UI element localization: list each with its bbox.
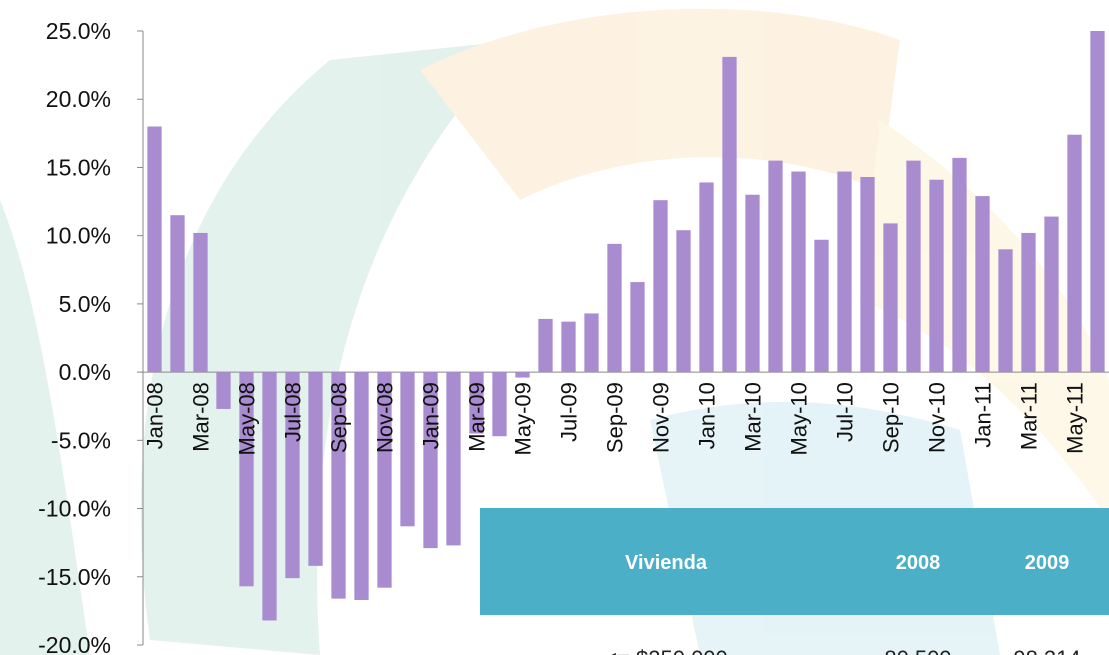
bar <box>308 372 322 566</box>
bar <box>814 240 828 372</box>
x-tick-label: Jan-08 <box>143 382 168 449</box>
bar <box>1021 233 1035 372</box>
y-tick-label: 5.0% <box>59 291 111 317</box>
bar <box>883 223 897 372</box>
bar <box>147 127 161 373</box>
x-tick-label: Mar-10 <box>741 382 766 452</box>
y-tick-label: 25.0% <box>46 18 111 44</box>
table-header-cell: 2009 <box>1025 552 1070 574</box>
table-header-cell: Vivienda <box>625 552 708 574</box>
bar <box>1044 217 1058 373</box>
y-tick-label: -5.0% <box>51 427 111 453</box>
bar <box>584 313 598 372</box>
y-tick-label: 0.0% <box>59 359 111 385</box>
bar <box>538 319 552 372</box>
page: {"chart_data": {"type": "bar", "categori… <box>0 0 1109 655</box>
x-tick-label: Mar-09 <box>465 382 490 452</box>
x-tick-label: Sep-10 <box>879 382 904 453</box>
x-tick-label: Jan-09 <box>419 382 444 449</box>
x-tick-label: Sep-08 <box>327 382 352 453</box>
bar <box>170 215 184 372</box>
x-tick-label: May-11 <box>1063 382 1088 454</box>
bar <box>400 372 414 526</box>
bar <box>630 282 644 372</box>
table-cell: <= $250,000 <box>604 646 728 655</box>
bar <box>745 195 759 372</box>
x-tick-label: Sep-09 <box>603 382 628 453</box>
bar <box>193 233 207 372</box>
table-cell: 80,509 <box>884 646 951 655</box>
x-tick-label: Nov-09 <box>649 382 674 453</box>
table-header <box>480 508 1109 615</box>
bar <box>791 172 805 373</box>
y-tick-label: 10.0% <box>46 223 111 249</box>
bar <box>676 230 690 372</box>
x-tick-label: Mar-08 <box>189 382 214 452</box>
y-tick-label: -15.0% <box>38 564 111 590</box>
bar <box>837 172 851 373</box>
table-cell: 98,214 <box>1013 646 1080 655</box>
bar <box>492 372 506 436</box>
bar <box>906 161 920 372</box>
bar <box>446 372 460 545</box>
x-tick-label: May-09 <box>511 382 536 455</box>
x-tick-label: Jan-11 <box>971 382 996 448</box>
x-tick-label: Mar-11 <box>1017 382 1042 450</box>
bar <box>975 196 989 372</box>
bar <box>952 158 966 372</box>
bar <box>561 322 575 372</box>
bar <box>607 244 621 372</box>
bar <box>262 372 276 620</box>
bar <box>860 177 874 372</box>
bar <box>699 182 713 372</box>
bar <box>1090 31 1104 372</box>
bar <box>1067 135 1081 372</box>
x-tick-label: Jul-08 <box>281 382 306 442</box>
x-tick-label: Nov-08 <box>373 382 398 453</box>
bar <box>998 249 1012 372</box>
x-tick-label: May-10 <box>787 382 812 455</box>
x-tick-label: May-08 <box>235 382 260 455</box>
y-tick-label: -20.0% <box>38 632 111 655</box>
table-header-cell: 2008 <box>896 552 941 574</box>
bar <box>515 372 529 377</box>
bar <box>768 161 782 372</box>
x-tick-label: Jul-10 <box>833 382 858 442</box>
chart: -20.0% -15.0% -10.0% -5.0% 0.0% 5.0% 10.0% 15.0… <box>0 0 1109 655</box>
bar <box>653 200 667 372</box>
x-tick-label: Jan-10 <box>695 382 720 449</box>
y-tick-label: 20.0% <box>46 86 111 112</box>
bar <box>354 372 368 600</box>
y-tick-label: 15.0% <box>46 154 111 180</box>
bar <box>216 372 230 409</box>
x-tick-label: Jul-09 <box>557 382 582 442</box>
x-tick-label: Nov-10 <box>925 382 950 453</box>
bar <box>929 180 943 372</box>
bar <box>722 57 736 372</box>
y-tick-label: -10.0% <box>38 496 111 522</box>
